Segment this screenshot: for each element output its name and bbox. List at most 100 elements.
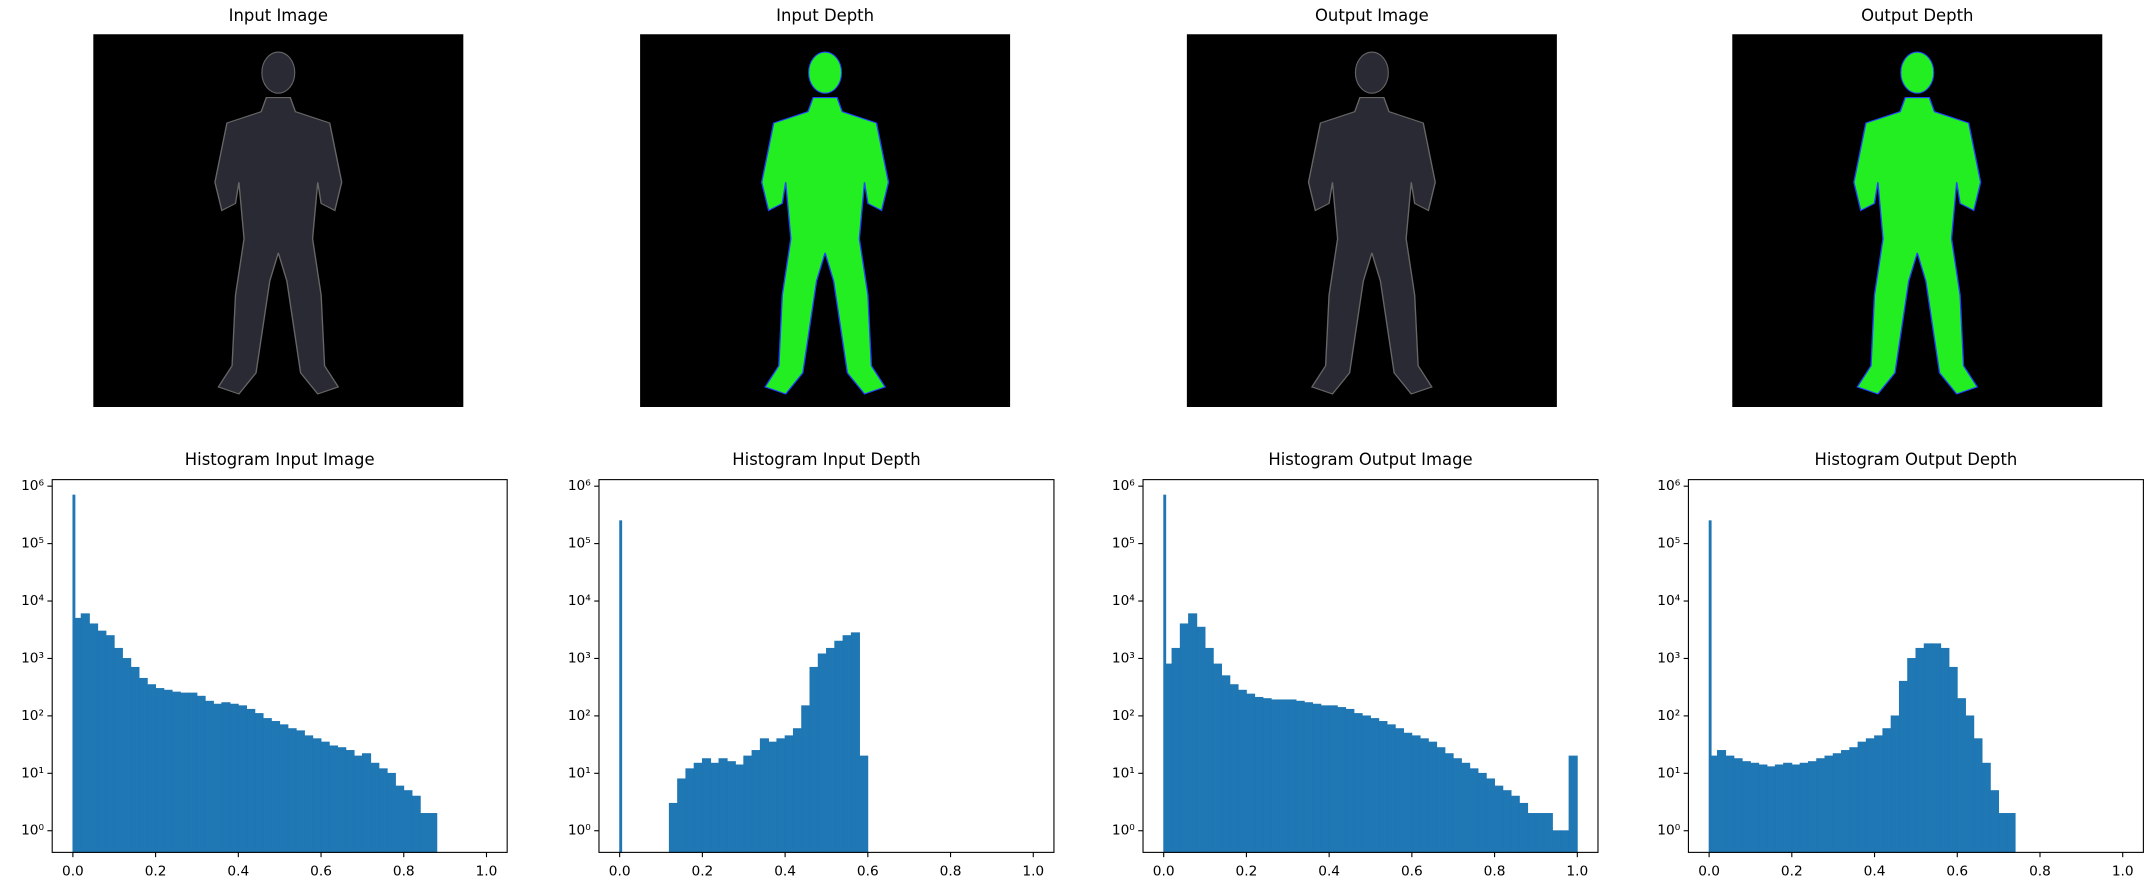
- histogram-bar: [735, 764, 745, 853]
- x-tick-label: 1.0: [1566, 864, 1588, 880]
- histogram-bar: [213, 703, 223, 853]
- histogram-bar: [1237, 689, 1247, 853]
- histogram-bar: [1171, 647, 1181, 853]
- histogram-bar: [1204, 647, 1214, 853]
- axes-frame: [1687, 479, 2144, 853]
- panel-title: Histogram Input Image: [185, 450, 375, 469]
- histogram-bar: [1221, 675, 1231, 853]
- histogram-bar: [619, 520, 623, 853]
- y-tick-label: 10⁰: [1657, 823, 1680, 839]
- x-tick-label: 0.8: [1484, 864, 1506, 880]
- histogram-bar: [1791, 764, 1801, 853]
- histogram-bar: [1535, 813, 1545, 853]
- histogram-bar: [271, 721, 281, 853]
- axes-frame: [1142, 479, 1599, 853]
- histogram-bar: [776, 738, 786, 853]
- y-tick-label: 10⁶: [1657, 478, 1680, 494]
- histogram-bar: [743, 755, 753, 853]
- histogram-bar: [163, 689, 173, 853]
- panel-title: Histogram Input Depth: [732, 450, 920, 469]
- histogram-bar: [74, 617, 82, 853]
- histogram-bar: [419, 813, 429, 853]
- x-tick-label: 0.2: [1236, 864, 1258, 880]
- histogram-bar: [180, 692, 190, 853]
- panel-title: Input Image: [229, 6, 328, 25]
- histogram-bar: [1411, 735, 1421, 853]
- histogram-bar: [1527, 813, 1537, 853]
- histogram-bar: [105, 635, 115, 853]
- histogram-bar: [221, 702, 231, 853]
- y-tick-label: 10⁶: [568, 478, 591, 494]
- x-tick-label: 0.6: [1401, 864, 1423, 880]
- histogram-bar: [1419, 738, 1429, 853]
- histogram-bar: [859, 755, 869, 853]
- histogram-bar: [1188, 613, 1198, 853]
- histogram-bar: [361, 753, 372, 853]
- histogram-bar: [1766, 766, 1776, 853]
- histogram-bar: [1477, 772, 1487, 853]
- panel-title: Histogram Output Image: [1268, 450, 1472, 469]
- histogram-bar: [1890, 715, 1900, 853]
- histogram-bar: [1543, 813, 1553, 853]
- x-tick-label: 0.2: [145, 864, 167, 880]
- histogram-bar: [1783, 762, 1793, 853]
- x-tick-label: 1.0: [1022, 864, 1044, 880]
- figure-head: [808, 51, 843, 94]
- histogram-bar: [1436, 747, 1446, 853]
- y-tick-label: 10⁰: [21, 823, 44, 839]
- histogram-bar: [1882, 728, 1892, 853]
- histogram-bar: [1518, 802, 1529, 853]
- histogram-bar: [1907, 658, 1917, 853]
- histogram-bar: [1956, 698, 1966, 853]
- histogram-bar: [1246, 693, 1256, 853]
- histogram-bar: [850, 632, 860, 853]
- histogram-bar: [403, 790, 413, 853]
- histogram-bar: [1560, 830, 1570, 853]
- figure-silhouette: [1853, 97, 1982, 395]
- x-tick-label: 0.6: [1946, 864, 1968, 880]
- histogram-bar: [246, 708, 256, 853]
- histogram-bar: [1710, 755, 1718, 853]
- histogram-bar: [1469, 768, 1479, 853]
- x-tick-label: 0.0: [1153, 864, 1175, 880]
- x-tick-label: 0.6: [857, 864, 879, 880]
- histogram-bar: [287, 728, 297, 853]
- histogram-bar: [784, 735, 794, 853]
- histogram-bar: [668, 802, 678, 853]
- histogram-bar: [801, 705, 811, 853]
- x-tick-label: 0.8: [2029, 864, 2051, 880]
- histogram-bar: [229, 703, 239, 853]
- histogram-bar: [693, 762, 703, 853]
- histogram-bar: [1807, 761, 1818, 853]
- histogram-bar: [1568, 755, 1578, 853]
- y-tick-label: 10⁵: [1657, 536, 1680, 552]
- histogram-bar: [395, 785, 405, 853]
- histogram-bar: [1427, 741, 1438, 853]
- histogram-bar: [1898, 680, 1909, 853]
- x-tick-label: 0.0: [609, 864, 631, 880]
- histogram-bar: [97, 630, 107, 853]
- histogram-bar: [1212, 663, 1223, 853]
- histogram-bar: [130, 666, 140, 853]
- y-tick-label: 10¹: [1657, 765, 1680, 781]
- histogram-bar: [80, 613, 90, 853]
- histogram-bar: [122, 658, 132, 853]
- y-tick-label: 10¹: [568, 765, 591, 781]
- histogram-bar: [295, 730, 305, 853]
- y-tick-label: 10⁵: [21, 536, 44, 552]
- histogram-bar: [1948, 666, 1958, 853]
- x-tick-label: 0.4: [1318, 864, 1340, 880]
- x-tick-label: 0.2: [691, 864, 713, 880]
- histogram-bar: [1361, 715, 1371, 853]
- histogram-bar: [1312, 703, 1322, 853]
- histogram-bar: [1716, 750, 1727, 853]
- histogram-bar: [1378, 721, 1388, 853]
- histogram-bar: [1832, 753, 1842, 853]
- figure-head: [1354, 51, 1389, 94]
- histogram-bar: [1741, 761, 1751, 853]
- histogram-bar: [1816, 758, 1826, 853]
- y-tick-label: 10⁰: [568, 823, 591, 839]
- histogram-bar: [188, 692, 198, 853]
- y-tick-label: 10⁵: [1112, 536, 1135, 552]
- histogram-bar: [1774, 764, 1784, 853]
